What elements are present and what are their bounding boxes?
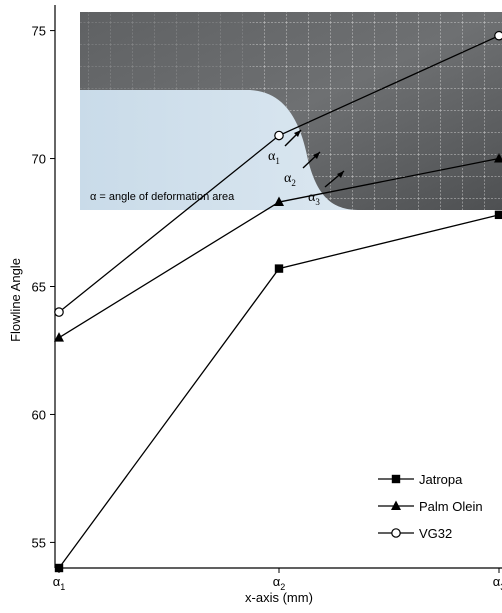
x-tick-label: α3	[493, 574, 502, 592]
angle-marker-a3: α3	[308, 170, 345, 207]
data-point-vg32	[274, 130, 284, 141]
x-tick-label: α2	[273, 574, 286, 592]
legend-item-jatropa: Jatropa	[378, 472, 463, 487]
x-tick-label: α1	[53, 574, 66, 592]
angle-label-a2: α2	[284, 171, 296, 188]
data-point-jatropa	[494, 210, 502, 220]
y-tick-label: 70	[32, 152, 46, 167]
angle-marker-a2: α2	[284, 151, 321, 188]
y-tick-label: 55	[32, 535, 46, 550]
series-vg32	[54, 30, 502, 317]
inset-photo: α = angle of deformation area α1 α2 α3	[80, 12, 502, 210]
photo-grid-mesh	[250, 12, 502, 210]
photo-grid-mesh-faint	[80, 12, 250, 90]
photo-backing-plate	[80, 90, 360, 210]
legend-label: Jatropa	[419, 472, 463, 487]
data-point-jatropa	[274, 264, 284, 273]
legend-label: VG32	[419, 526, 452, 541]
data-point-palm-olein	[494, 153, 502, 163]
angle-label-a1: α1	[268, 149, 280, 166]
angle-label-a3: α3	[308, 190, 320, 207]
x-axis-title: x-axis (mm)	[245, 590, 313, 605]
legend-label: Palm Olein	[419, 499, 483, 514]
series-palm-olein	[54, 153, 502, 342]
data-point-palm-olein	[274, 196, 284, 207]
data-point-palm-olein	[54, 332, 64, 342]
legend-marker	[391, 528, 401, 538]
y-axis-title: Flowline Angle	[8, 258, 23, 342]
photo-caption: α = angle of deformation area	[90, 191, 235, 203]
data-point-vg32	[494, 30, 502, 41]
x-axis-ticks: α1 α2 α3	[53, 568, 502, 592]
data-point-vg32	[54, 307, 64, 317]
y-tick-label: 75	[32, 24, 46, 39]
legend: Jatropa Palm Olein VG32	[378, 472, 483, 541]
data-point-jatropa	[54, 563, 64, 573]
legend-item-vg32: VG32	[378, 526, 452, 541]
series-group	[54, 30, 502, 573]
angle-marker-a1: α1	[268, 129, 302, 166]
legend-marker	[391, 474, 401, 484]
legend-item-palm-olein: Palm Olein	[378, 499, 483, 514]
series-jatropa	[54, 210, 502, 573]
legend-marker	[391, 500, 401, 510]
y-tick-label: 65	[32, 280, 46, 295]
y-tick-label: 60	[32, 407, 46, 422]
y-axis-ticks: 55 60 65 70 75	[32, 24, 55, 550]
